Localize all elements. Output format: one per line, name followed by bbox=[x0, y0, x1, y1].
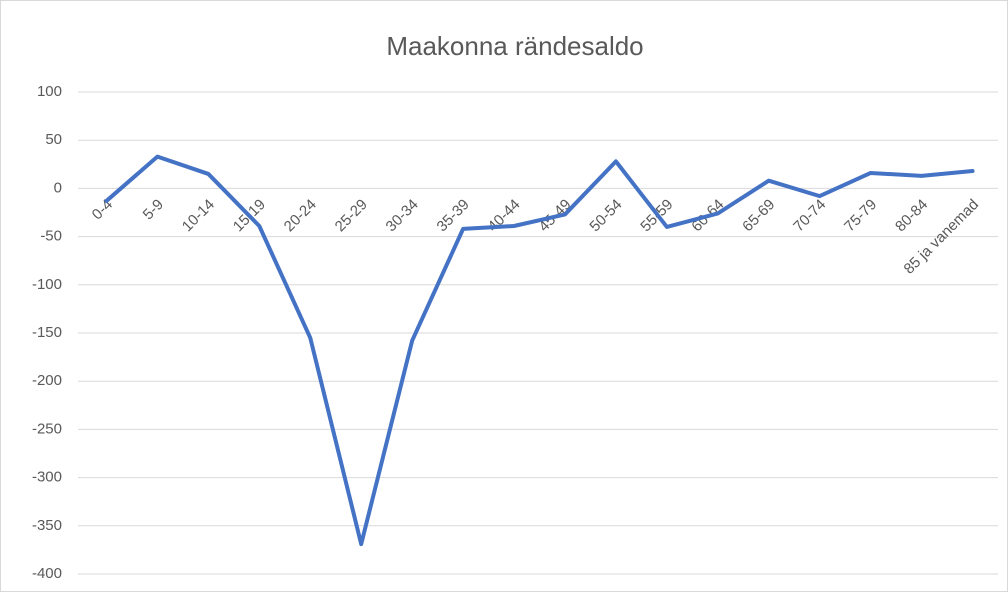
y-tick-label: 50 bbox=[45, 131, 62, 148]
chart-title: Maakonna rändesaldo bbox=[386, 31, 643, 61]
y-tick-label: -400 bbox=[32, 565, 62, 582]
y-tick-label: -250 bbox=[32, 420, 62, 437]
y-tick-label: 100 bbox=[37, 83, 62, 100]
y-tick-label: -150 bbox=[32, 324, 62, 341]
y-tick-label: 0 bbox=[54, 179, 62, 196]
y-tick-label: -50 bbox=[40, 228, 62, 245]
y-tick-label: -200 bbox=[32, 372, 62, 389]
y-tick-label: -300 bbox=[32, 469, 62, 486]
y-tick-label: -350 bbox=[32, 517, 62, 534]
line-series bbox=[104, 154, 975, 547]
y-tick-label: -100 bbox=[32, 276, 62, 293]
